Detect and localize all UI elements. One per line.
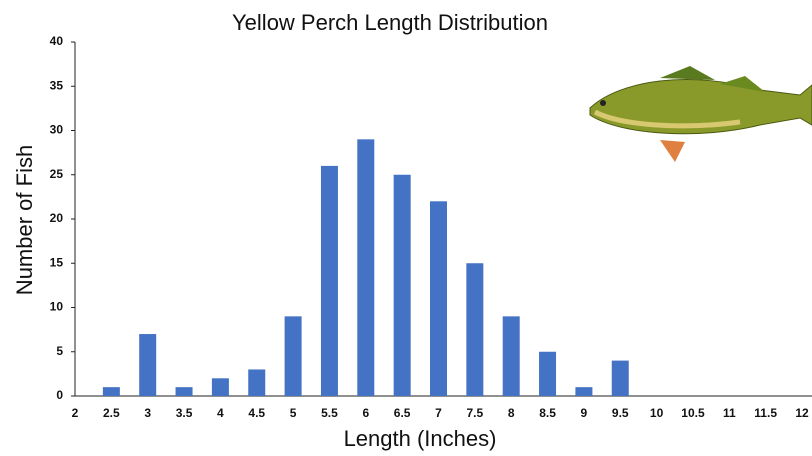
y-tick-label: 0 — [56, 388, 63, 402]
bar — [211, 378, 229, 396]
y-tick-label: 20 — [50, 211, 64, 225]
x-tick-label: 11 — [723, 406, 736, 420]
bar — [248, 369, 266, 396]
bar — [102, 387, 120, 396]
fish-illustration — [589, 66, 812, 162]
x-tick-label: 6 — [362, 406, 369, 420]
x-tick-label: 2 — [72, 406, 79, 420]
x-tick-label: 9 — [581, 406, 588, 420]
x-tick-label: 2.5 — [103, 406, 120, 420]
x-tick-label: 7.5 — [467, 406, 484, 420]
x-tick-label: 9.5 — [612, 406, 629, 420]
x-tick-label: 5.5 — [321, 406, 338, 420]
x-tick-label: 8 — [508, 406, 515, 420]
x-tick-label: 10 — [650, 406, 664, 420]
x-tick-label: 10.5 — [681, 406, 705, 420]
bar — [357, 139, 375, 396]
x-tick-label: 4 — [217, 406, 224, 420]
y-tick-label: 30 — [50, 123, 64, 137]
y-axis-title: Number of Fish — [12, 145, 37, 295]
bar — [175, 387, 193, 396]
bar — [284, 316, 302, 396]
y-tick-label: 15 — [50, 255, 64, 269]
x-tick-label: 12 — [795, 406, 809, 420]
bar — [139, 334, 157, 396]
y-tick-label: 25 — [50, 167, 64, 181]
x-tick-label: 3.5 — [176, 406, 193, 420]
x-tick-label: 7 — [435, 406, 442, 420]
chart-title: Yellow Perch Length Distribution — [232, 10, 548, 35]
bar — [393, 174, 411, 396]
bar — [539, 351, 557, 396]
y-tick-label: 5 — [56, 344, 63, 358]
x-tick-label: 4.5 — [248, 406, 265, 420]
x-tick-label: 6.5 — [394, 406, 411, 420]
bar — [502, 316, 520, 396]
x-axis-title: Length (Inches) — [344, 426, 497, 451]
x-tick-label: 8.5 — [539, 406, 556, 420]
y-tick-label: 35 — [50, 78, 64, 92]
bar — [611, 360, 629, 396]
bar — [466, 263, 484, 396]
x-tick-label: 5 — [290, 406, 297, 420]
x-tick-label: 11.5 — [754, 406, 777, 420]
bar — [430, 201, 447, 396]
bar — [575, 387, 593, 396]
x-tick-label: 3 — [144, 406, 151, 420]
y-tick-label: 10 — [50, 300, 64, 314]
bar — [320, 165, 338, 396]
y-tick-label: 40 — [50, 34, 64, 48]
